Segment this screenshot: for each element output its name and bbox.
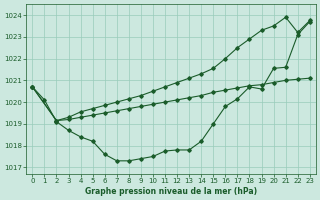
X-axis label: Graphe pression niveau de la mer (hPa): Graphe pression niveau de la mer (hPa): [85, 187, 257, 196]
